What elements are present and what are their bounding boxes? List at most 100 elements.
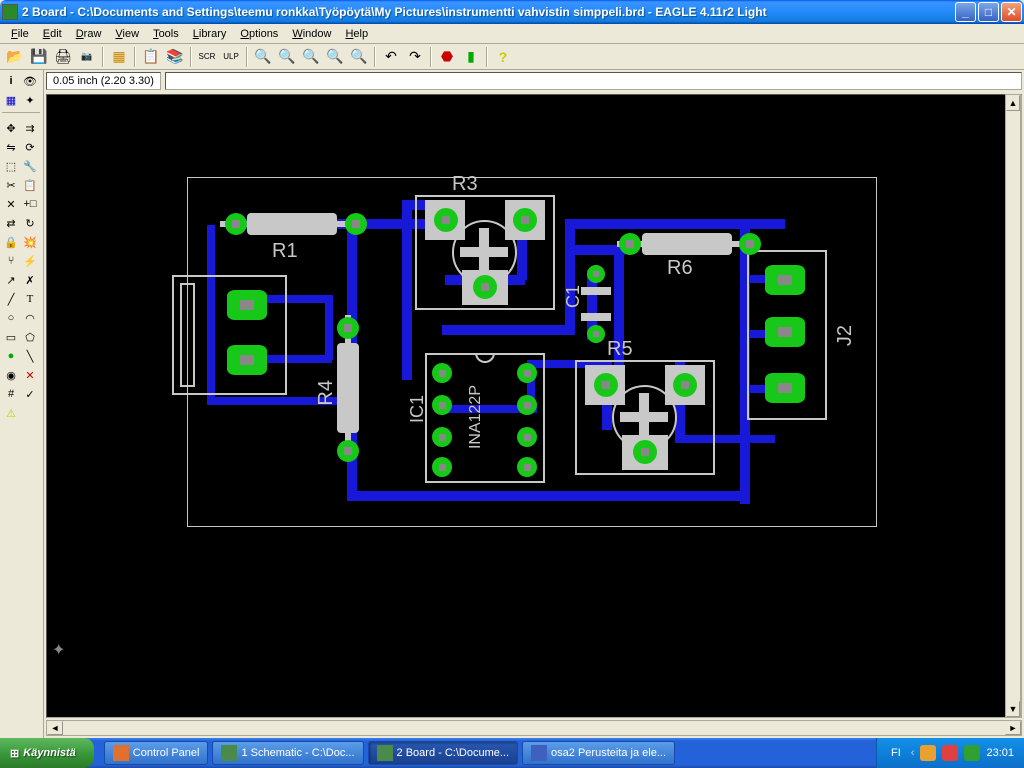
copy-tool-icon[interactable]: ⇉	[21, 119, 39, 137]
menu-tools[interactable]: Tools	[146, 26, 186, 42]
menubar: File Edit Draw View Tools Library Option…	[0, 24, 1024, 44]
lock-tool-icon[interactable]: 🔒	[2, 233, 20, 251]
menu-view[interactable]: View	[108, 26, 146, 42]
zoom-out-icon[interactable]: 🔍	[300, 46, 322, 68]
optimize-tool-icon[interactable]: ⚡	[21, 252, 39, 270]
command-line[interactable]	[165, 72, 1022, 90]
scroll-down-icon[interactable]: ▼	[1006, 701, 1020, 717]
taskbar: ⊞ Käynnistä Control Panel1 Schematic - C…	[0, 738, 1024, 768]
start-button[interactable]: ⊞ Käynnistä	[0, 738, 94, 768]
close-button[interactable]: ✕	[1001, 2, 1022, 22]
menu-options[interactable]: Options	[233, 26, 285, 42]
component-r1	[247, 213, 337, 235]
scroll-right-icon[interactable]: ►	[1005, 721, 1021, 735]
via-tool-icon[interactable]: ●	[2, 347, 20, 365]
text-tool-icon[interactable]: T	[21, 290, 39, 308]
group-tool-icon[interactable]: ⬚	[2, 157, 20, 175]
origin-marker: ✦	[52, 640, 65, 660]
zoom-in-icon[interactable]: 🔍	[276, 46, 298, 68]
pcb-canvas[interactable]: ✦	[46, 94, 1022, 718]
menu-library[interactable]: Library	[186, 26, 234, 42]
replace-tool-icon[interactable]: ↻	[21, 214, 39, 232]
info-tool-icon[interactable]: i	[2, 72, 20, 90]
library-icon[interactable]: 📚	[164, 46, 186, 68]
clock[interactable]: 23:01	[986, 747, 1014, 759]
coordinate-display: 0.05 inch (2.20 3.30)	[46, 72, 161, 90]
open-icon[interactable]: 📂	[4, 46, 26, 68]
delete-tool-icon[interactable]: ✕	[2, 195, 20, 213]
value-ic1: INA122P	[467, 385, 485, 449]
scroll-up-icon[interactable]: ▲	[1006, 95, 1020, 111]
cut-tool-icon[interactable]: ✂	[2, 176, 20, 194]
add-tool-icon[interactable]: +□	[21, 195, 39, 213]
change-tool-icon[interactable]: 🔧	[21, 157, 39, 175]
hole-tool-icon[interactable]: ◉	[2, 366, 20, 384]
circle-tool-icon[interactable]: ○	[2, 309, 20, 327]
erc-tool-icon[interactable]: ✓	[21, 385, 39, 403]
zoom-fit-icon[interactable]: 🔍	[252, 46, 274, 68]
stop-icon[interactable]: ⬣	[436, 46, 458, 68]
signal-tool-icon[interactable]: ╲	[21, 347, 39, 365]
board-icon[interactable]: ▦	[108, 46, 130, 68]
help-icon[interactable]: ?	[492, 46, 514, 68]
menu-edit[interactable]: Edit	[36, 26, 69, 42]
pinswap-tool-icon[interactable]: ⇄	[2, 214, 20, 232]
menu-window[interactable]: Window	[285, 26, 338, 42]
show-tool-icon[interactable]: 👁	[21, 72, 39, 90]
wire-tool-icon[interactable]: ╱	[2, 290, 20, 308]
smash-tool-icon[interactable]: 💥	[21, 233, 39, 251]
print-icon[interactable]: 🖨	[52, 46, 74, 68]
auto-tool-icon[interactable]: #	[2, 385, 20, 403]
move-tool-icon[interactable]: ✥	[2, 119, 20, 137]
undo-icon[interactable]: ↶	[380, 46, 402, 68]
titlebar: 2 Board - C:\Documents and Settings\teem…	[0, 0, 1024, 24]
menu-help[interactable]: Help	[338, 26, 375, 42]
minimize-button[interactable]: _	[955, 2, 976, 22]
split-tool-icon[interactable]: ⑂	[2, 252, 20, 270]
tray-icon-3[interactable]	[964, 745, 980, 761]
language-indicator[interactable]: FI	[887, 747, 905, 759]
taskbar-task[interactable]: Control Panel	[104, 741, 209, 765]
label-ic1: IC1	[407, 395, 428, 423]
menu-file[interactable]: File	[4, 26, 36, 42]
component-c1	[581, 287, 611, 295]
vertical-scrollbar[interactable]: ▲ ▼	[1005, 94, 1021, 718]
errors-tool-icon[interactable]: ⚠	[2, 404, 20, 422]
horizontal-scrollbar[interactable]: ◄ ►	[46, 720, 1022, 736]
component-r4	[337, 343, 359, 433]
ratsnest-tool-icon[interactable]: ✕	[21, 366, 39, 384]
ulp-icon[interactable]: ULP	[220, 46, 242, 68]
tray-icon-2[interactable]	[942, 745, 958, 761]
go-icon[interactable]: ▮	[460, 46, 482, 68]
mirror-tool-icon[interactable]: ⇋	[2, 138, 20, 156]
label-r6: R6	[667, 257, 693, 280]
rotate-tool-icon[interactable]: ⟳	[21, 138, 39, 156]
sheet-icon[interactable]: 📋	[140, 46, 162, 68]
polygon-tool-icon[interactable]: ⬠	[21, 328, 39, 346]
system-tray: FI ‹ 23:01	[876, 738, 1024, 768]
maximize-button[interactable]: □	[978, 2, 999, 22]
scroll-left-icon[interactable]: ◄	[47, 721, 63, 735]
tray-arrow-icon[interactable]: ‹	[911, 747, 915, 759]
label-c1: C1	[563, 285, 584, 308]
cam-icon[interactable]: 📷	[76, 46, 98, 68]
rect-tool-icon[interactable]: ▭	[2, 328, 20, 346]
arc-tool-icon[interactable]: ◠	[21, 309, 39, 327]
save-icon[interactable]: 💾	[28, 46, 50, 68]
app-icon	[2, 4, 18, 20]
script-icon[interactable]: SCR	[196, 46, 218, 68]
taskbar-task[interactable]: osa2 Perusteita ja ele...	[522, 741, 675, 765]
layer-tool-icon[interactable]: ▦	[2, 91, 20, 109]
redo-icon[interactable]: ↷	[404, 46, 426, 68]
taskbar-task[interactable]: 1 Schematic - C:\Doc...	[212, 741, 363, 765]
tray-icon-1[interactable]	[920, 745, 936, 761]
ripup-tool-icon[interactable]: ✗	[21, 271, 39, 289]
zoom-select-icon[interactable]: 🔍	[348, 46, 370, 68]
menu-draw[interactable]: Draw	[69, 26, 109, 42]
mark-tool-icon[interactable]: ✦	[21, 91, 39, 109]
paste-tool-icon[interactable]: 📋	[21, 176, 39, 194]
label-r1: R1	[272, 240, 298, 263]
taskbar-task[interactable]: 2 Board - C:\Docume...	[368, 741, 519, 765]
zoom-redraw-icon[interactable]: 🔍	[324, 46, 346, 68]
route-tool-icon[interactable]: ↗	[2, 271, 20, 289]
